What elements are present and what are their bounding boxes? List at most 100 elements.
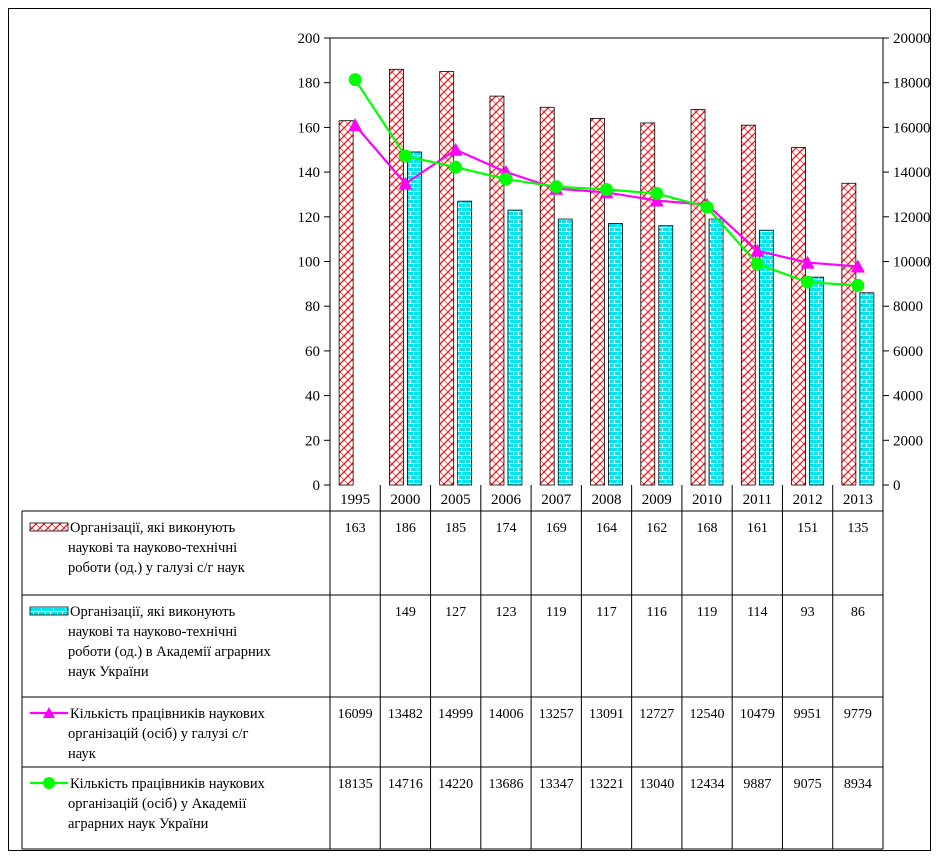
marker-circle-2010 — [700, 200, 714, 214]
right-tick-label: 8000 — [893, 299, 923, 315]
left-tick-label: 180 — [298, 76, 321, 92]
table-cell-value: 13686 — [488, 777, 523, 792]
bar-academy-2012 — [809, 276, 824, 486]
left-tick-label: 80 — [305, 299, 320, 315]
bar-sector-2000 — [389, 68, 404, 486]
left-tick-label: 140 — [298, 165, 321, 181]
x-tick-label: 2006 — [491, 492, 522, 508]
table-cell-value: 9075 — [794, 777, 822, 792]
bar-academy-2006 — [507, 209, 523, 486]
table-cell-value: 12727 — [639, 707, 674, 722]
marker-circle-2005 — [449, 160, 463, 174]
x-tick-label: 2005 — [441, 492, 471, 508]
bar-sector-2006 — [489, 95, 505, 486]
left-tick-label: 200 — [298, 31, 321, 47]
table-cell-value: 162 — [646, 521, 667, 536]
table-cell-value: 14220 — [438, 777, 473, 792]
table-cell-value: 14716 — [388, 777, 423, 792]
right-tick-label: 16000 — [893, 120, 931, 136]
x-tick-label: 2012 — [793, 492, 823, 508]
marker-circle-1995 — [348, 73, 362, 87]
x-tick-label: 2000 — [390, 492, 420, 508]
left-tick-label: 120 — [298, 210, 321, 226]
table-cell-value: 8934 — [844, 777, 872, 792]
marker-circle-2013 — [851, 278, 865, 292]
bar-sector-2011 — [740, 124, 756, 486]
table-cell-value: 13257 — [539, 707, 574, 722]
marker-circle-2000 — [398, 149, 412, 163]
table-cell-value: 13482 — [388, 707, 423, 722]
marker-circle-2006 — [499, 172, 513, 186]
right-axis-ticks: 0 2000 4000 6000 8000 10000 12000 14000 16000 180… — [883, 31, 931, 494]
bar-academy-2009 — [658, 225, 674, 486]
table-cell-value: 186 — [395, 521, 416, 536]
right-tick-label: 2000 — [893, 433, 923, 449]
marker-circle-2008 — [600, 183, 613, 197]
legend-label-line: Кількість працівників наукових — [70, 706, 266, 722]
left-tick-label: 20 — [305, 433, 320, 449]
table-cell-value: 116 — [647, 605, 667, 620]
marker-triangle-2000 — [398, 176, 413, 190]
table-cell-value: 93 — [801, 605, 815, 620]
table-cell-value: 13040 — [639, 777, 674, 792]
table-cell-value: 119 — [546, 605, 566, 620]
table-cell-value: 163 — [345, 521, 366, 536]
legend-label-line: організацій (осіб) у Академії — [68, 796, 246, 812]
table-cell-value: 13347 — [539, 777, 574, 792]
legend-label-line: наукові та науково-технічні — [68, 540, 237, 556]
outer-border — [8, 8, 931, 851]
bar-sector-2005 — [439, 71, 455, 486]
bar-academy-2008 — [608, 223, 623, 486]
bar-sector-2007 — [539, 106, 555, 486]
left-tick-label: 0 — [313, 478, 321, 494]
table-cell-value: 13091 — [589, 707, 624, 722]
right-tick-label: 10000 — [893, 255, 931, 271]
marker-circle-2009 — [650, 187, 664, 201]
bar-academy-2007 — [557, 218, 573, 486]
legend-label-line: аграрних наук України — [68, 816, 209, 832]
legend-label-line: роботи (од.) у галузі с/г наук — [68, 560, 246, 576]
legend-label-line: Організації, які виконують — [70, 604, 236, 620]
data-table: 1995 2000 2005 2006 2007 2008 2009 2010 2011 2012… — [21, 485, 884, 850]
table-cell-value: 151 — [797, 521, 818, 536]
legend-key-triangle — [43, 707, 55, 718]
table-cell-value: 119 — [697, 605, 717, 620]
x-tick-label: 2008 — [592, 492, 622, 508]
x-tick-label: 2011 — [743, 492, 772, 508]
marker-triangle-2012 — [800, 255, 815, 269]
legend-key-circle — [43, 777, 55, 789]
legend-label-line: Організації, які виконують — [70, 520, 236, 536]
left-tick-label: 40 — [305, 389, 320, 405]
legend-label-line: організацій (осіб) у галузі с/г — [68, 726, 248, 742]
x-tick-label: 1995 — [340, 492, 370, 508]
right-tick-label: 12000 — [893, 210, 931, 226]
table-cell-value: 12434 — [690, 777, 725, 792]
right-tick-label: 4000 — [893, 389, 923, 405]
marker-circle-2012 — [801, 275, 815, 289]
marker-triangle-1995 — [348, 118, 363, 132]
x-tick-label: 2010 — [692, 492, 722, 508]
bar-sector-2013 — [841, 182, 857, 486]
table-cell-value: 18135 — [338, 777, 373, 792]
table-cell-value: 12540 — [690, 707, 725, 722]
table-cell-value: 114 — [747, 605, 767, 620]
left-tick-label: 160 — [298, 120, 321, 136]
left-axis-ticks: 0 20 40 60 80 100 120 140 160 180 200 — [298, 31, 330, 494]
legend-key-bar — [29, 522, 69, 532]
bar-academy-2005 — [457, 200, 473, 486]
bar-academy-2011 — [758, 229, 774, 486]
table-cell-value: 164 — [596, 521, 617, 536]
table-cell-value: 14999 — [438, 707, 473, 722]
table-cell-value: 174 — [495, 521, 516, 536]
bar-academy-2013 — [859, 292, 875, 486]
legend-label-line: роботи (од.) в Академії аграрних — [68, 644, 271, 660]
right-tick-label: 6000 — [893, 344, 923, 360]
legend-label-line: наук України — [68, 664, 149, 680]
table-cell-value: 9779 — [844, 707, 872, 722]
marker-circle-2011 — [750, 257, 764, 271]
lines-layer — [348, 73, 865, 292]
bar-sector-2008 — [590, 118, 605, 486]
bar-sector-2009 — [640, 122, 656, 486]
table-cell-value: 169 — [546, 521, 567, 536]
